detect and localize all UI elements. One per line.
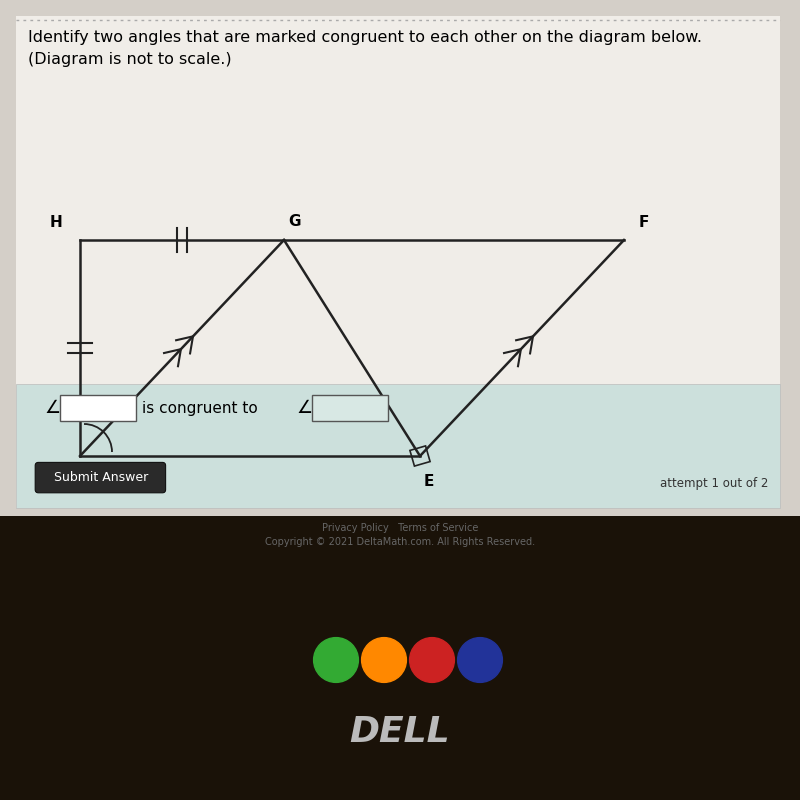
Text: H: H — [50, 215, 62, 230]
Circle shape — [362, 638, 406, 682]
Text: ∠: ∠ — [296, 399, 312, 417]
Text: is congruent to: is congruent to — [142, 401, 258, 415]
Text: D: D — [53, 470, 66, 486]
Bar — [0, 516, 800, 800]
FancyBboxPatch shape — [35, 462, 166, 493]
Text: Privacy Policy   Terms of Service: Privacy Policy Terms of Service — [322, 523, 478, 533]
Bar — [16, 16, 780, 508]
Bar — [16, 384, 780, 508]
Circle shape — [314, 638, 358, 682]
Text: attempt 1 out of 2: attempt 1 out of 2 — [660, 477, 768, 490]
Text: F: F — [638, 215, 649, 230]
Text: G: G — [288, 214, 301, 229]
Text: (Diagram is not to scale.): (Diagram is not to scale.) — [28, 52, 232, 67]
Text: ∠: ∠ — [44, 399, 60, 417]
Text: Copyright © 2021 DeltaMath.com. All Rights Reserved.: Copyright © 2021 DeltaMath.com. All Righ… — [265, 538, 535, 547]
Text: E: E — [424, 474, 434, 489]
Circle shape — [458, 638, 502, 682]
Text: Identify two angles that are marked congruent to each other on the diagram below: Identify two angles that are marked cong… — [28, 30, 702, 46]
Text: DELL: DELL — [350, 715, 450, 749]
Bar — [60, 395, 136, 421]
Text: Submit Answer: Submit Answer — [54, 471, 148, 484]
Circle shape — [410, 638, 454, 682]
Bar — [312, 395, 388, 421]
